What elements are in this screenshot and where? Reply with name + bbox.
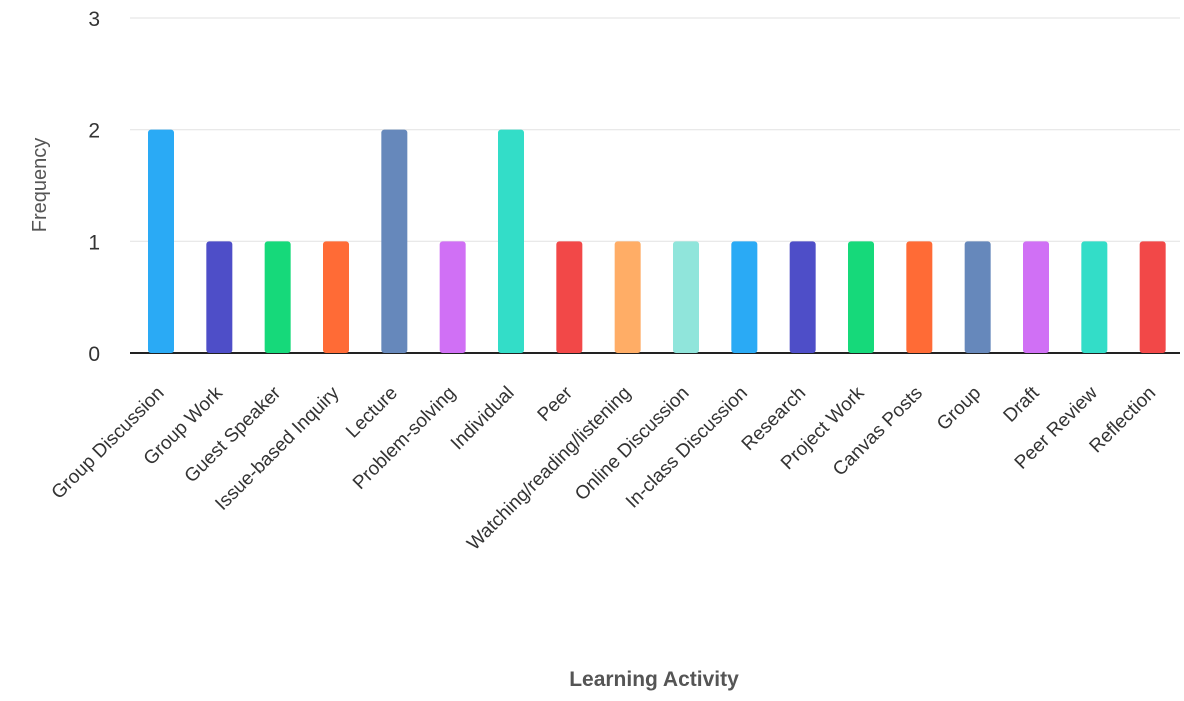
y-axis-title: Frequency	[29, 138, 51, 233]
x-tick-label: Lecture	[342, 383, 402, 443]
gridlines	[130, 17, 1180, 354]
x-tick-label: Group	[933, 383, 985, 435]
x-tick-label: Peer	[534, 382, 578, 426]
bar[interactable]	[439, 241, 466, 353]
bar[interactable]	[789, 241, 816, 353]
bar[interactable]	[964, 241, 991, 353]
bar[interactable]	[1139, 241, 1166, 353]
y-tick-label: 1	[88, 231, 100, 254]
bars	[148, 129, 1166, 353]
bar[interactable]	[906, 241, 933, 353]
bar[interactable]	[264, 241, 291, 353]
bar[interactable]	[731, 241, 758, 353]
bar[interactable]	[1023, 241, 1049, 353]
bar[interactable]	[1081, 241, 1108, 353]
bar[interactable]	[381, 129, 408, 353]
x-tick-label: Individual	[447, 383, 519, 455]
bar[interactable]	[556, 241, 583, 353]
bar[interactable]	[498, 129, 524, 353]
bar[interactable]	[148, 129, 174, 353]
bar[interactable]	[206, 241, 233, 353]
x-axis-title: Learning Activity	[569, 668, 739, 691]
y-tick-label: 3	[88, 8, 100, 31]
bar[interactable]	[323, 241, 349, 353]
bar[interactable]	[848, 241, 874, 353]
bar[interactable]	[614, 241, 641, 353]
y-tick-labels: 0 1 2 3	[88, 8, 100, 366]
bar[interactable]	[673, 241, 699, 353]
x-tick-label: Problem-solving	[349, 383, 460, 494]
x-tick-label: Draft	[1000, 382, 1044, 426]
y-tick-label: 2	[88, 120, 100, 143]
y-tick-label: 0	[88, 343, 100, 366]
